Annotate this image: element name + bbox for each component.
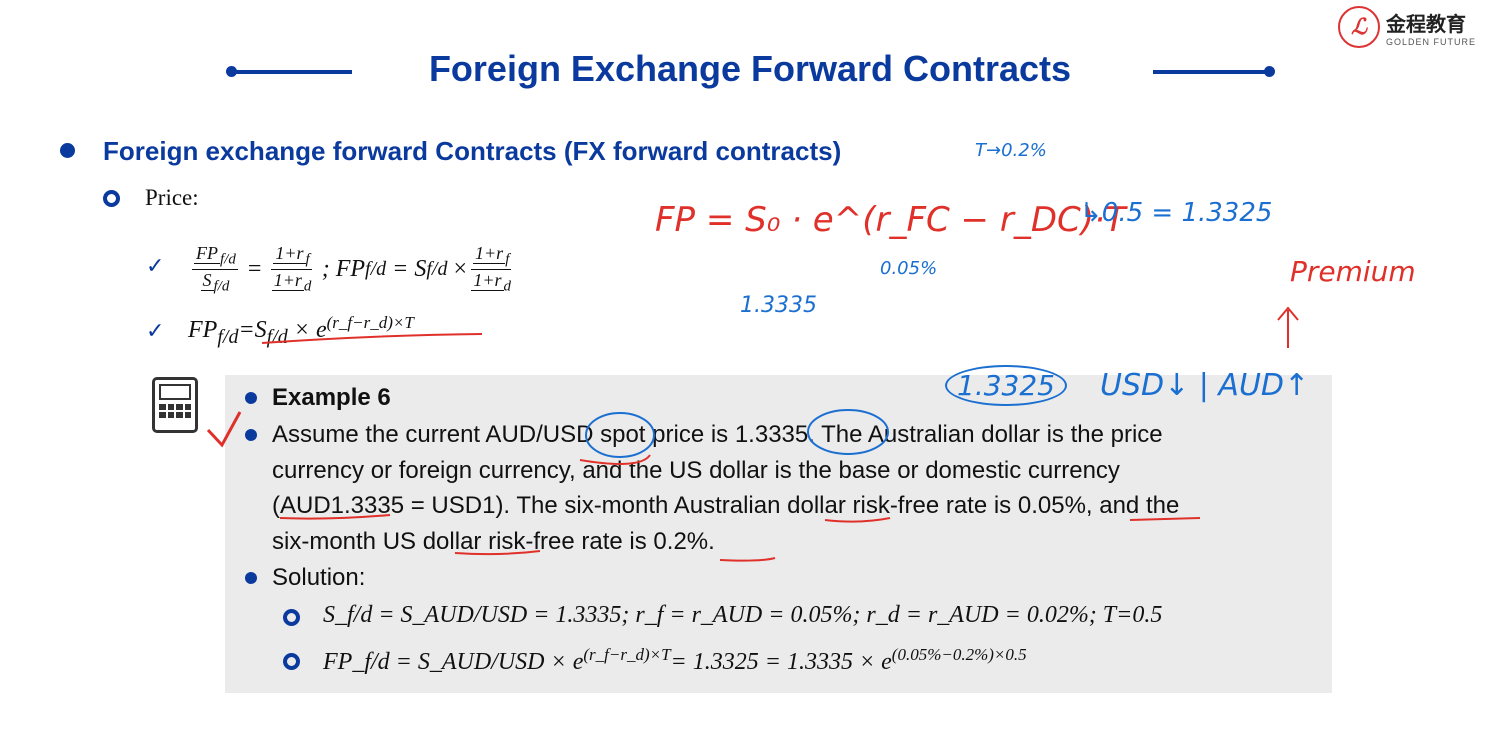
sub-bullet (283, 609, 300, 626)
example-line: (AUD1.3335 = USD1). The six-month Austra… (272, 492, 1180, 519)
calculator-icon (152, 377, 198, 433)
price-label: Price: (145, 185, 199, 210)
formula-continuous: FPf/d=Sf/d × e(r_f−r_d)×T (188, 313, 414, 348)
bullet (60, 143, 75, 158)
bullet (245, 572, 257, 584)
title-line-left (230, 70, 352, 74)
check-icon: ✓ (146, 253, 165, 278)
annotation-forward: 1.3325 (945, 365, 1067, 406)
title-dot-right (1264, 66, 1275, 77)
example-title: Example 6 (272, 384, 391, 411)
annotation-premium: Premium (1290, 255, 1416, 288)
example-line: Assume the current AUD/USD spot price is… (272, 421, 1163, 448)
title-line-right (1153, 70, 1268, 74)
sub-bullet (103, 190, 120, 207)
solution-line-1: S_f/d = S_AUD/USD = 1.3335; r_f = r_AUD … (323, 602, 1163, 628)
solution-line-2: FP_f/d = S_AUD/USD × e(r_f−r_d)×T= 1.332… (323, 645, 1027, 675)
example-line: six-month US dollar risk-free rate is 0.… (272, 528, 715, 555)
annotation-s0: 1.3335 (740, 293, 817, 318)
annotation-fp: FP = S₀ · e^(r_FC − r_DC)·T (655, 200, 1126, 240)
section-heading: Foreign exchange forward Contracts (FX f… (103, 136, 842, 166)
example-box (225, 375, 1332, 693)
logo: ℒ 金程教育 GOLDEN FUTURE (1338, 6, 1476, 48)
logo-cn: 金程教育 (1386, 13, 1466, 36)
check-icon: ✓ (146, 318, 165, 343)
bullet (245, 392, 257, 404)
annotation-aud: USD↓ | AUD↑ (1100, 368, 1310, 403)
annotation-t: T→0.2% (975, 140, 1047, 161)
page-title: Foreign Exchange Forward Contracts (428, 48, 1072, 89)
bullet (245, 429, 257, 441)
annotation-rate: 0.05% (880, 258, 938, 279)
solution-label: Solution: (272, 564, 366, 591)
annotation-half: ↳0.5 = 1.3325 (1080, 198, 1273, 228)
example-line: currency or foreign currency, and the US… (272, 457, 1120, 484)
sub-bullet (283, 653, 300, 670)
logo-en: GOLDEN FUTURE (1386, 36, 1477, 47)
